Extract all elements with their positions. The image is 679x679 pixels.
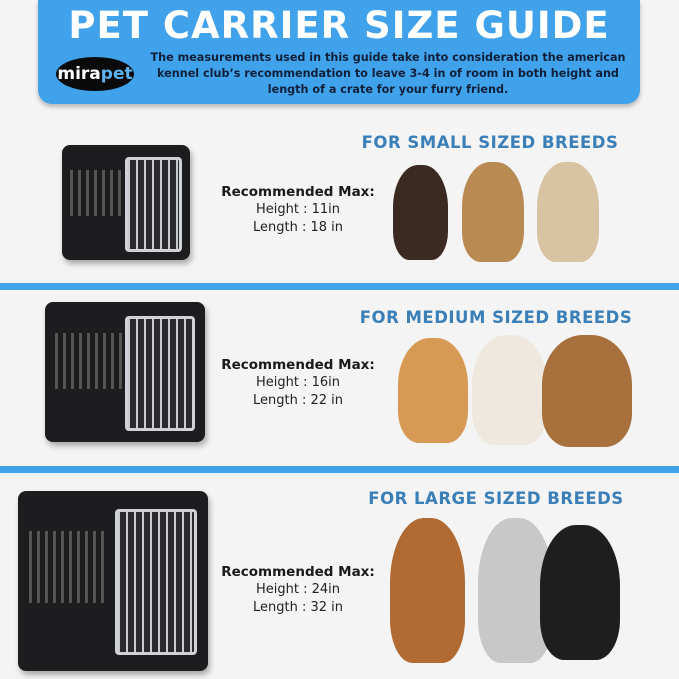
spec-length: Length : 22 in [252,393,343,408]
mirapet-logo: mirapet [56,57,134,91]
size-spec: Recommended Max: Height : 24in Length : … [213,563,383,617]
spec-label: Recommended Max: [221,564,375,580]
dog-border-collie-image [540,525,620,660]
dog-corgi-image [398,338,468,443]
spec-length: Length : 32 in [252,600,343,615]
size-spec: Recommended Max: Height : 11in Length : … [213,183,383,237]
section-title: FOR LARGE SIZED BREEDS [368,489,624,508]
crate-image-medium [45,302,205,442]
page-title: PET CARRIER SIZE GUIDE [68,4,610,47]
crate-image-large [18,491,208,671]
header-banner: PET CARRIER SIZE GUIDE mirapet The measu… [38,0,640,104]
spec-height: Height : 24in [255,582,340,597]
size-spec: Recommended Max: Height : 16in Length : … [213,356,383,410]
crate-image-small [62,145,190,260]
divider [0,283,679,290]
spec-height: Height : 11in [255,202,340,217]
spec-label: Recommended Max: [221,184,375,200]
section-large: FOR LARGE SIZED BREEDS Recommended Max: … [0,473,679,679]
intro-text: The measurements used in this guide take… [150,51,626,96]
divider [0,466,679,473]
spec-length: Length : 18 in [252,220,343,235]
dog-boxer-image [390,518,465,663]
spec-height: Height : 16in [255,375,340,390]
dog-pug-image [537,162,599,262]
section-small: FOR SMALL SIZED BREEDS Recommended Max: … [0,110,679,283]
dog-chihuahua-image [393,165,448,260]
dog-yorkie-image [462,162,524,262]
dog-beagle-image [542,335,632,447]
dog-jack-russell-image [472,335,547,445]
section-title: FOR SMALL SIZED BREEDS [361,133,619,152]
spec-label: Recommended Max: [221,357,375,373]
section-title: FOR MEDIUM SIZED BREEDS [359,308,633,327]
section-medium: FOR MEDIUM SIZED BREEDS Recommended Max:… [0,290,679,466]
